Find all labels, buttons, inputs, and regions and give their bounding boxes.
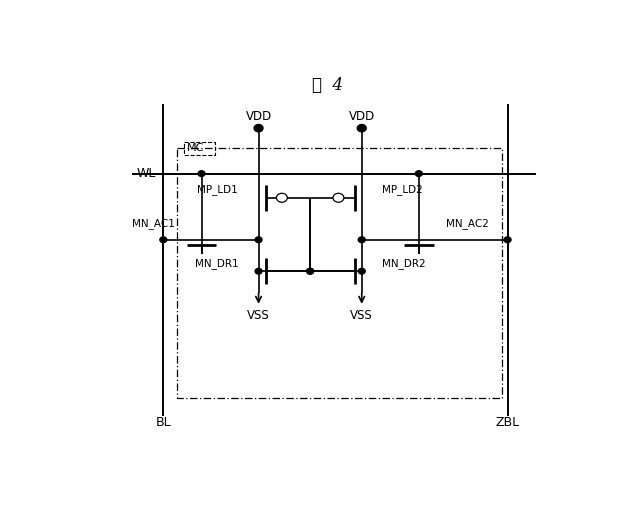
Circle shape [415, 171, 422, 177]
Text: 図  4: 図 4 [312, 77, 344, 94]
Circle shape [255, 268, 262, 274]
Text: VSS: VSS [350, 309, 373, 322]
Circle shape [160, 237, 167, 242]
Circle shape [198, 171, 205, 177]
Text: MN_AC2: MN_AC2 [445, 218, 488, 229]
Text: MN_AC1: MN_AC1 [132, 218, 175, 229]
Text: VDD: VDD [245, 110, 272, 123]
Circle shape [307, 268, 314, 274]
Text: VSS: VSS [247, 309, 270, 322]
Circle shape [357, 124, 366, 132]
Circle shape [358, 268, 365, 274]
Circle shape [358, 237, 365, 242]
Text: ZBL: ZBL [495, 416, 520, 429]
Circle shape [254, 124, 263, 132]
Circle shape [307, 268, 314, 274]
Text: VDD: VDD [349, 110, 375, 123]
Text: BL: BL [156, 416, 171, 429]
Circle shape [504, 237, 511, 242]
Text: MP_LD1: MP_LD1 [198, 184, 238, 195]
Text: MN_DR2: MN_DR2 [382, 258, 426, 269]
Circle shape [255, 237, 262, 242]
Text: WL: WL [136, 167, 156, 180]
Text: MP_LD2: MP_LD2 [382, 184, 423, 195]
Text: MC: MC [187, 143, 204, 153]
Text: MN_DR1: MN_DR1 [195, 258, 238, 269]
